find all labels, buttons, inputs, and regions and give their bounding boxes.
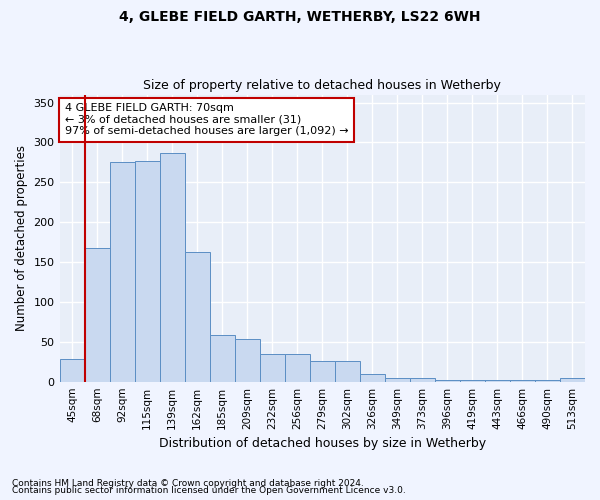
Text: 4, GLEBE FIELD GARTH, WETHERBY, LS22 6WH: 4, GLEBE FIELD GARTH, WETHERBY, LS22 6WH: [119, 10, 481, 24]
Bar: [460, 380, 485, 382]
Bar: [235, 338, 260, 382]
Text: Contains HM Land Registry data © Crown copyright and database right 2024.: Contains HM Land Registry data © Crown c…: [12, 478, 364, 488]
Bar: [435, 380, 460, 382]
Bar: [110, 162, 134, 382]
X-axis label: Distribution of detached houses by size in Wetherby: Distribution of detached houses by size …: [159, 437, 486, 450]
Bar: [59, 358, 85, 382]
Bar: [385, 378, 410, 382]
Bar: [410, 378, 435, 382]
Bar: [85, 248, 110, 382]
Bar: [310, 361, 335, 382]
Bar: [285, 354, 310, 382]
Text: Contains public sector information licensed under the Open Government Licence v3: Contains public sector information licen…: [12, 486, 406, 495]
Bar: [335, 361, 360, 382]
Bar: [485, 380, 510, 382]
Bar: [185, 252, 209, 382]
Bar: [134, 161, 160, 382]
Bar: [535, 380, 560, 382]
Bar: [560, 378, 585, 382]
Bar: [510, 380, 535, 382]
Y-axis label: Number of detached properties: Number of detached properties: [15, 145, 28, 331]
Bar: [260, 354, 285, 382]
Title: Size of property relative to detached houses in Wetherby: Size of property relative to detached ho…: [143, 79, 501, 92]
Bar: [360, 374, 385, 382]
Bar: [160, 153, 185, 382]
Text: 4 GLEBE FIELD GARTH: 70sqm
← 3% of detached houses are smaller (31)
97% of semi-: 4 GLEBE FIELD GARTH: 70sqm ← 3% of detac…: [65, 103, 349, 136]
Bar: [209, 336, 235, 382]
